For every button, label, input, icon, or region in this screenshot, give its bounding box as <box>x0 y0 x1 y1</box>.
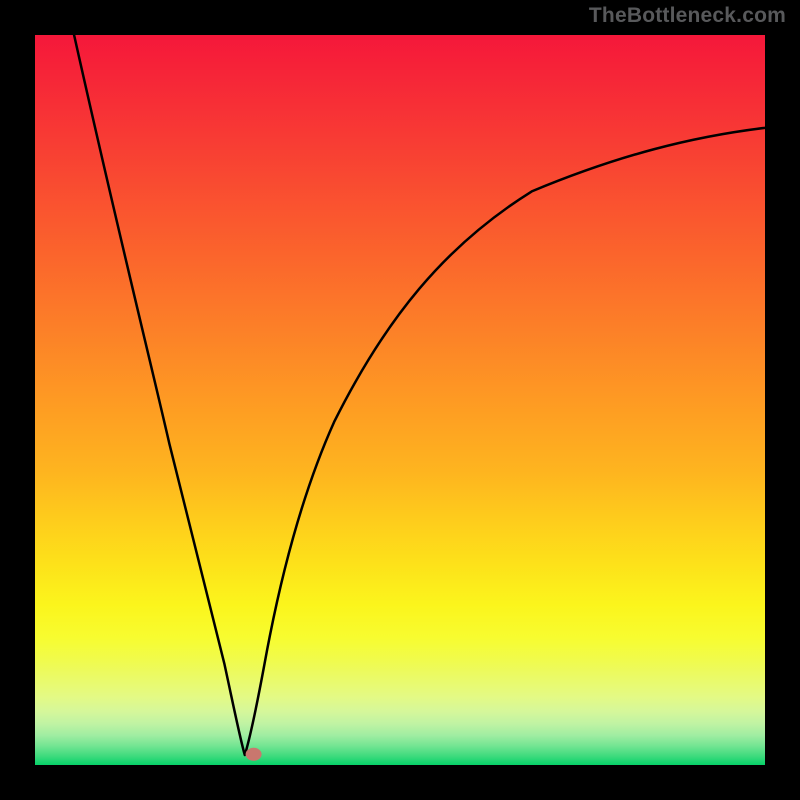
apex-marker <box>246 748 262 761</box>
bottleneck-curve-chart <box>0 0 800 800</box>
chart-stage: TheBottleneck.com <box>0 0 800 800</box>
plot-background <box>34 34 766 766</box>
